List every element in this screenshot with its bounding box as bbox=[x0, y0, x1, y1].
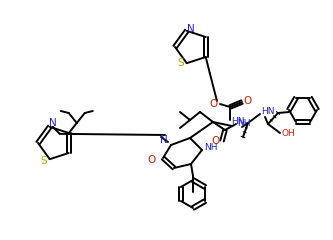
Text: N: N bbox=[49, 118, 57, 128]
Text: O: O bbox=[148, 155, 156, 165]
Text: NH: NH bbox=[204, 144, 218, 152]
Text: HN: HN bbox=[261, 108, 275, 116]
Text: S: S bbox=[40, 156, 47, 166]
Text: N: N bbox=[160, 135, 168, 145]
Text: NH: NH bbox=[237, 119, 251, 127]
Text: OH: OH bbox=[281, 130, 295, 138]
Text: N: N bbox=[187, 24, 194, 34]
Text: O: O bbox=[211, 136, 219, 146]
Text: O: O bbox=[209, 99, 217, 109]
Text: HN: HN bbox=[231, 116, 245, 126]
Text: O: O bbox=[244, 96, 252, 106]
Text: S: S bbox=[177, 58, 184, 68]
